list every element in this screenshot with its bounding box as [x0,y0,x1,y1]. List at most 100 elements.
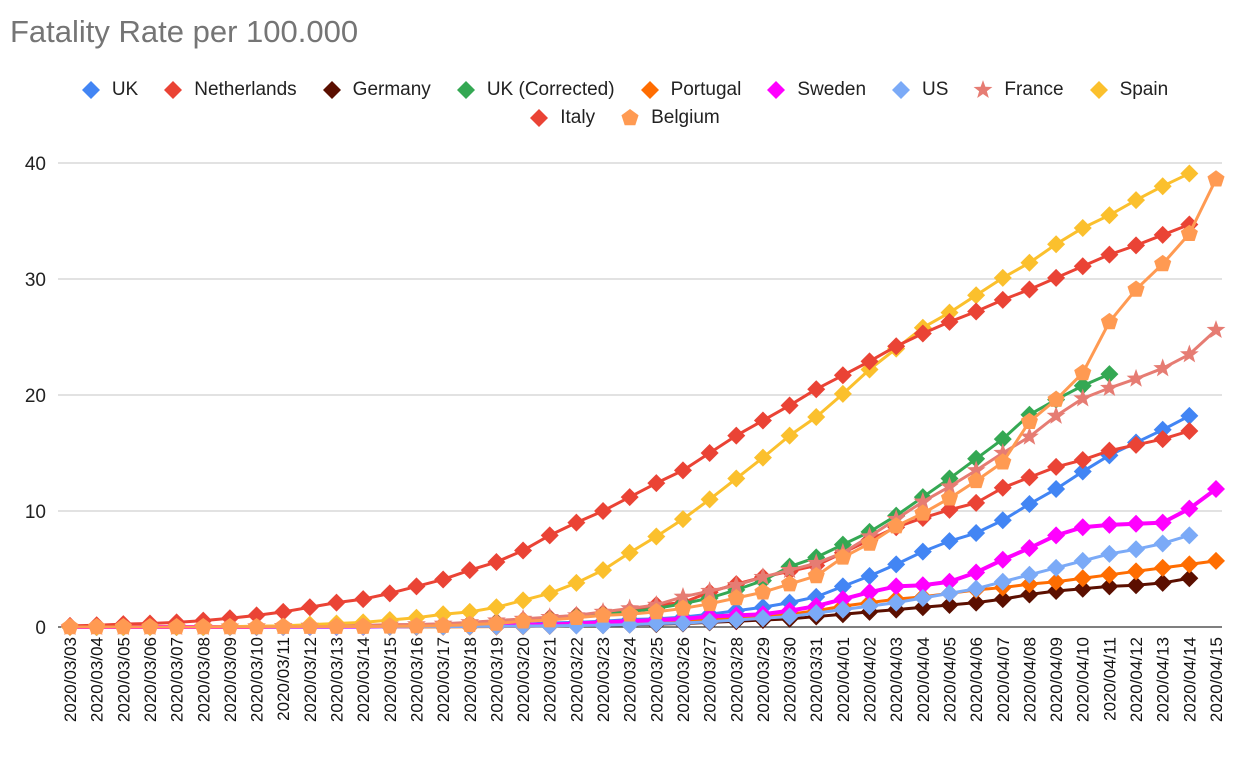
data-point-diamond [833,366,852,385]
data-point-pentagon [1047,390,1065,407]
x-tick-label: 2020/03/17 [434,637,453,722]
legend-row: UK Netherlands Germany UK (Corrected) Portug… [0,76,1248,104]
data-point-diamond [1020,585,1039,604]
data-point-pentagon [1180,224,1198,242]
data-point-diamond [1100,245,1119,264]
data-point-pentagon [461,615,479,632]
data-point-diamond [407,577,426,596]
data-point-pentagon [887,517,905,534]
data-point-diamond [567,573,586,592]
data-point-star [1073,388,1093,407]
pentagon-marker-icon [621,109,639,126]
legend-item[interactable]: Italy [528,107,595,129]
data-point-diamond [274,602,293,621]
star-marker-icon [974,80,993,99]
series-line [70,178,1218,629]
x-tick-label: 2020/04/01 [834,637,853,722]
legend-item[interactable]: Portugal [639,79,741,101]
data-point-diamond [780,607,799,626]
data-point-pentagon [994,453,1012,470]
legend-item[interactable]: Sweden [765,79,866,101]
data-point-star [1206,320,1226,339]
data-point-diamond [833,590,852,609]
data-point-diamond [940,312,959,331]
data-point-diamond [456,81,475,99]
x-tick-label: 2020/04/06 [967,637,986,722]
data-point-diamond [1100,544,1119,563]
data-point-pentagon [1154,254,1172,272]
data-point-star [780,560,799,579]
data-point-diamond [1100,577,1119,596]
legend-label: UK (Corrected) [486,79,615,100]
data-point-pentagon [967,471,985,489]
data-point-diamond [967,524,986,543]
data-point-star [913,491,933,510]
x-tick-label: 2020/03/19 [487,637,506,722]
data-point-diamond [1073,450,1092,469]
data-point-pentagon [194,618,212,635]
data-point-diamond [993,290,1012,309]
legend-item[interactable]: Belgium [619,107,720,129]
data-point-diamond [887,593,906,612]
data-point-diamond [967,493,986,512]
data-point-diamond [327,593,346,612]
data-point-diamond [967,302,986,321]
x-tick-label: 2020/03/15 [381,637,400,722]
data-point-diamond [1153,225,1172,244]
legend-label: Italy [560,107,596,128]
data-point-diamond [354,590,373,609]
x-tick-label: 2020/03/14 [354,637,373,722]
legend-item[interactable]: UK (Corrected) [455,79,615,101]
x-tick-label: 2020/04/05 [940,637,959,722]
legend-item[interactable]: UK [80,79,138,101]
data-point-diamond [1020,253,1039,272]
data-point-diamond [1020,280,1039,299]
data-point-diamond [514,591,533,610]
data-point-diamond [640,81,659,99]
data-point-pentagon [168,618,186,635]
data-point-pentagon [647,602,665,620]
legend-item[interactable]: Germany [321,79,431,101]
data-point-diamond [807,408,826,427]
legend-item[interactable]: France [972,79,1064,101]
data-point-diamond [993,268,1012,287]
x-tick-label: 2020/04/08 [1020,637,1039,722]
x-tick-label: 2020/03/30 [781,637,800,722]
data-point-diamond [700,612,719,631]
data-point-star [1020,426,1039,445]
data-point-diamond [300,598,319,617]
x-tick-label: 2020/03/24 [621,637,640,722]
data-point-pentagon [860,534,879,551]
data-point-pentagon [61,618,79,635]
data-point-star [673,586,693,605]
data-point-diamond [940,572,959,591]
series-uk-corrected [61,365,1119,636]
data-point-diamond [487,553,506,572]
data-point-pentagon [1127,280,1145,297]
data-point-diamond [940,532,959,551]
legend-item[interactable]: Netherlands [162,79,297,101]
data-point-diamond [434,605,453,624]
diamond-marker-icon [322,81,341,99]
x-tick-label: 2020/04/09 [1047,637,1066,722]
data-point-diamond [1073,518,1092,537]
data-point-diamond [530,109,549,127]
series-group [60,164,1226,636]
data-point-diamond [887,577,906,596]
data-point-diamond [860,597,879,616]
data-point-diamond [647,527,666,546]
data-point-pentagon [1207,170,1225,187]
data-point-diamond [594,561,613,580]
x-tick-label: 2020/03/04 [88,637,107,722]
data-point-diamond [1047,572,1066,591]
data-point-pentagon [1100,312,1118,330]
data-point-diamond [727,611,746,630]
data-point-diamond [1020,495,1039,514]
data-point-diamond [993,478,1012,497]
legend-item[interactable]: US [890,79,948,101]
x-tick-label: 2020/03/25 [647,637,666,722]
data-point-pentagon [834,548,852,565]
data-point-diamond [753,411,772,430]
legend-label: US [922,79,949,100]
legend-item[interactable]: Spain [1088,79,1168,101]
